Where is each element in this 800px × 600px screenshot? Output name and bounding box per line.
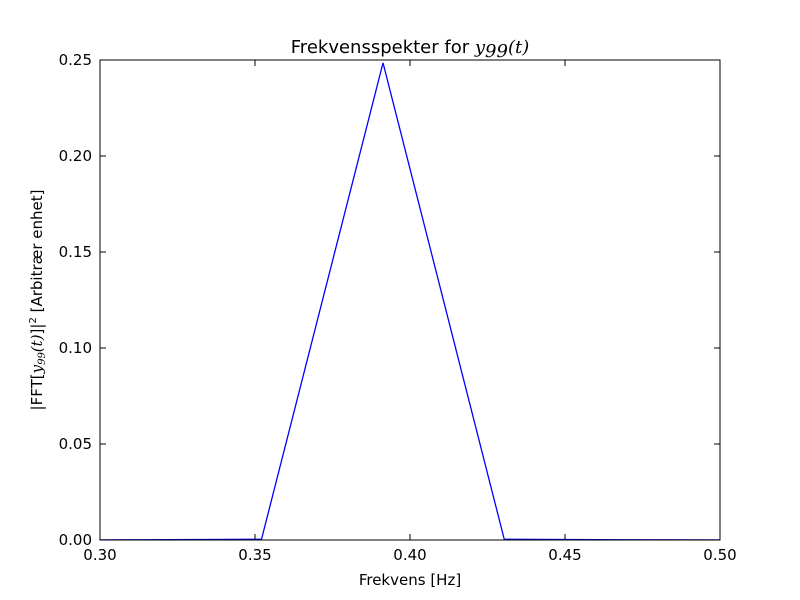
y-tick-label: 0.20 xyxy=(59,147,92,165)
x-tick-label: 0.30 xyxy=(83,546,116,564)
y-axis: 0.00 0.05 0.10 0.15 0.20 0.25 xyxy=(59,51,720,549)
y-tick-label: 0.05 xyxy=(59,435,92,453)
x-axis: 0.30 0.35 0.40 0.45 0.50 xyxy=(83,60,737,564)
x-tick-label: 0.50 xyxy=(703,546,736,564)
x-tick-label: 0.40 xyxy=(393,546,426,564)
y-tick-label: 0.10 xyxy=(59,339,92,357)
x-tick-label: 0.35 xyxy=(238,546,271,564)
plot-area xyxy=(100,60,720,540)
x-axis-label: Frekvens [Hz] xyxy=(359,571,461,589)
y-axis-label: |FFT[y99(t)]|2 [Arbitrær enhet] xyxy=(28,190,48,411)
chart-title: Frekvensspekter for y99(t) xyxy=(291,37,529,62)
y-tick-label: 0.25 xyxy=(59,51,92,69)
y-tick-label: 0.00 xyxy=(59,531,92,549)
y-tick-label: 0.15 xyxy=(59,243,92,261)
x-tick-label: 0.45 xyxy=(548,546,581,564)
